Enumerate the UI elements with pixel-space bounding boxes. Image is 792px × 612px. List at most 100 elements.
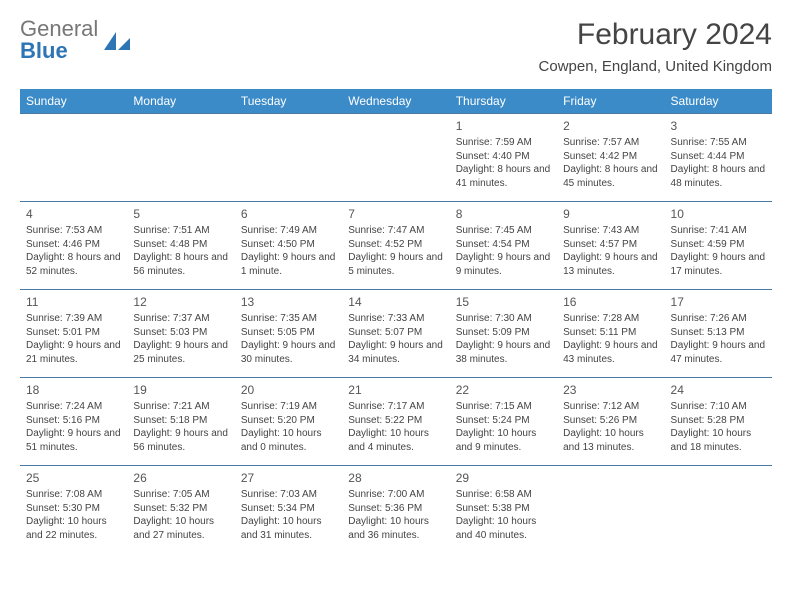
daylight-text: Daylight: 9 hours and 21 minutes. [26,339,121,366]
sunrise-text: Sunrise: 7:08 AM [26,488,121,502]
calendar-cell: 5Sunrise: 7:51 AMSunset: 4:48 PMDaylight… [127,202,234,290]
day-number: 23 [563,382,658,398]
calendar-cell: 10Sunrise: 7:41 AMSunset: 4:59 PMDayligh… [665,202,772,290]
calendar-row: 11Sunrise: 7:39 AMSunset: 5:01 PMDayligh… [20,290,772,378]
calendar-cell: 19Sunrise: 7:21 AMSunset: 5:18 PMDayligh… [127,378,234,466]
daylight-text: Daylight: 10 hours and 40 minutes. [456,515,551,542]
sunset-text: Sunset: 5:28 PM [671,414,766,428]
sunrise-text: Sunrise: 7:00 AM [348,488,443,502]
calendar-cell: 8 Sunrise: 7:45 AMSunset: 4:54 PMDaylight… [450,202,557,290]
calendar-cell: 18Sunrise: 7:24 AMSunset: 5:16 PMDayligh… [20,378,127,466]
sunrise-text: Sunrise: 7:51 AM [133,224,228,238]
calendar-cell [557,466,664,554]
calendar-cell [235,114,342,202]
day-number: 4 [26,206,121,222]
day-number: 20 [241,382,336,398]
sunrise-text: Sunrise: 7:10 AM [671,400,766,414]
sunset-text: Sunset: 5:32 PM [133,502,228,516]
sunset-text: Sunset: 4:44 PM [671,150,766,164]
sunset-text: Sunset: 5:03 PM [133,326,228,340]
day-number: 21 [348,382,443,398]
day-number: 22 [456,382,551,398]
calendar-cell: 29Sunrise: 6:58 AMSunset: 5:38 PMDayligh… [450,466,557,554]
day-header: Wednesday [342,89,449,114]
sunrise-text: Sunrise: 7:49 AM [241,224,336,238]
sunrise-text: Sunrise: 7:21 AM [133,400,228,414]
sunrise-text: Sunrise: 7:47 AM [348,224,443,238]
calendar-row: 25Sunrise: 7:08 AMSunset: 5:30 PMDayligh… [20,466,772,554]
calendar-cell: 11Sunrise: 7:39 AMSunset: 5:01 PMDayligh… [20,290,127,378]
daylight-text: Daylight: 9 hours and 9 minutes. [456,251,551,278]
location-text: Cowpen, England, United Kingdom [539,58,772,75]
calendar-cell: 23Sunrise: 7:12 AMSunset: 5:26 PMDayligh… [557,378,664,466]
day-number: 7 [348,206,443,222]
day-number: 24 [671,382,766,398]
sunset-text: Sunset: 4:59 PM [671,238,766,252]
calendar-cell: 1Sunrise: 7:59 AMSunset: 4:40 PMDaylight… [450,114,557,202]
sunset-text: Sunset: 5:38 PM [456,502,551,516]
calendar-cell: 26Sunrise: 7:05 AMSunset: 5:32 PMDayligh… [127,466,234,554]
calendar-row: 18Sunrise: 7:24 AMSunset: 5:16 PMDayligh… [20,378,772,466]
calendar-cell: 21Sunrise: 7:17 AMSunset: 5:22 PMDayligh… [342,378,449,466]
calendar-cell: 28Sunrise: 7:00 AMSunset: 5:36 PMDayligh… [342,466,449,554]
calendar-head: SundayMondayTuesdayWednesdayThursdayFrid… [20,89,772,114]
sunset-text: Sunset: 4:46 PM [26,238,121,252]
calendar-cell: 25Sunrise: 7:08 AMSunset: 5:30 PMDayligh… [20,466,127,554]
sunrise-text: Sunrise: 7:28 AM [563,312,658,326]
day-number: 10 [671,206,766,222]
sunset-text: Sunset: 4:50 PM [241,238,336,252]
sunset-text: Sunset: 5:22 PM [348,414,443,428]
daylight-text: Daylight: 9 hours and 43 minutes. [563,339,658,366]
calendar-cell [342,114,449,202]
logo-word-2: Blue [20,38,68,63]
sunset-text: Sunset: 4:42 PM [563,150,658,164]
day-number: 25 [26,470,121,486]
header: General Blue February 2024 Cowpen, Engla… [20,18,772,75]
sunrise-text: Sunrise: 7:24 AM [26,400,121,414]
daylight-text: Daylight: 9 hours and 51 minutes. [26,427,121,454]
daylight-text: Daylight: 9 hours and 5 minutes. [348,251,443,278]
sunset-text: Sunset: 5:13 PM [671,326,766,340]
day-number: 26 [133,470,228,486]
calendar-table: SundayMondayTuesdayWednesdayThursdayFrid… [20,89,772,554]
sunset-text: Sunset: 5:16 PM [26,414,121,428]
day-header: Sunday [20,89,127,114]
sunset-text: Sunset: 5:07 PM [348,326,443,340]
day-number: 13 [241,294,336,310]
daylight-text: Daylight: 9 hours and 38 minutes. [456,339,551,366]
daylight-text: Daylight: 8 hours and 45 minutes. [563,163,658,190]
day-number: 12 [133,294,228,310]
calendar-row: 1Sunrise: 7:59 AMSunset: 4:40 PMDaylight… [20,114,772,202]
daylight-text: Daylight: 10 hours and 18 minutes. [671,427,766,454]
day-number: 8 [456,206,551,222]
sunrise-text: Sunrise: 7:45 AM [456,224,551,238]
daylight-text: Daylight: 10 hours and 4 minutes. [348,427,443,454]
sunrise-text: Sunrise: 7:37 AM [133,312,228,326]
day-number: 17 [671,294,766,310]
day-header: Monday [127,89,234,114]
daylight-text: Daylight: 9 hours and 13 minutes. [563,251,658,278]
page-title: February 2024 [539,18,772,52]
day-number: 29 [456,470,551,486]
sunrise-text: Sunrise: 7:55 AM [671,136,766,150]
sunrise-text: Sunrise: 7:30 AM [456,312,551,326]
day-number: 15 [456,294,551,310]
day-header: Friday [557,89,664,114]
title-block: February 2024 Cowpen, England, United Ki… [539,18,772,75]
sunset-text: Sunset: 5:05 PM [241,326,336,340]
daylight-text: Daylight: 9 hours and 30 minutes. [241,339,336,366]
daylight-text: Daylight: 8 hours and 41 minutes. [456,163,551,190]
sunset-text: Sunset: 4:54 PM [456,238,551,252]
day-number: 9 [563,206,658,222]
sunset-text: Sunset: 5:34 PM [241,502,336,516]
sunrise-text: Sunrise: 7:57 AM [563,136,658,150]
sunset-text: Sunset: 4:48 PM [133,238,228,252]
sunrise-text: Sunrise: 7:15 AM [456,400,551,414]
daylight-text: Daylight: 10 hours and 9 minutes. [456,427,551,454]
calendar-cell: 22Sunrise: 7:15 AMSunset: 5:24 PMDayligh… [450,378,557,466]
sunrise-text: Sunrise: 7:19 AM [241,400,336,414]
sunrise-text: Sunrise: 7:03 AM [241,488,336,502]
sunset-text: Sunset: 5:20 PM [241,414,336,428]
day-header-row: SundayMondayTuesdayWednesdayThursdayFrid… [20,89,772,114]
daylight-text: Daylight: 8 hours and 56 minutes. [133,251,228,278]
